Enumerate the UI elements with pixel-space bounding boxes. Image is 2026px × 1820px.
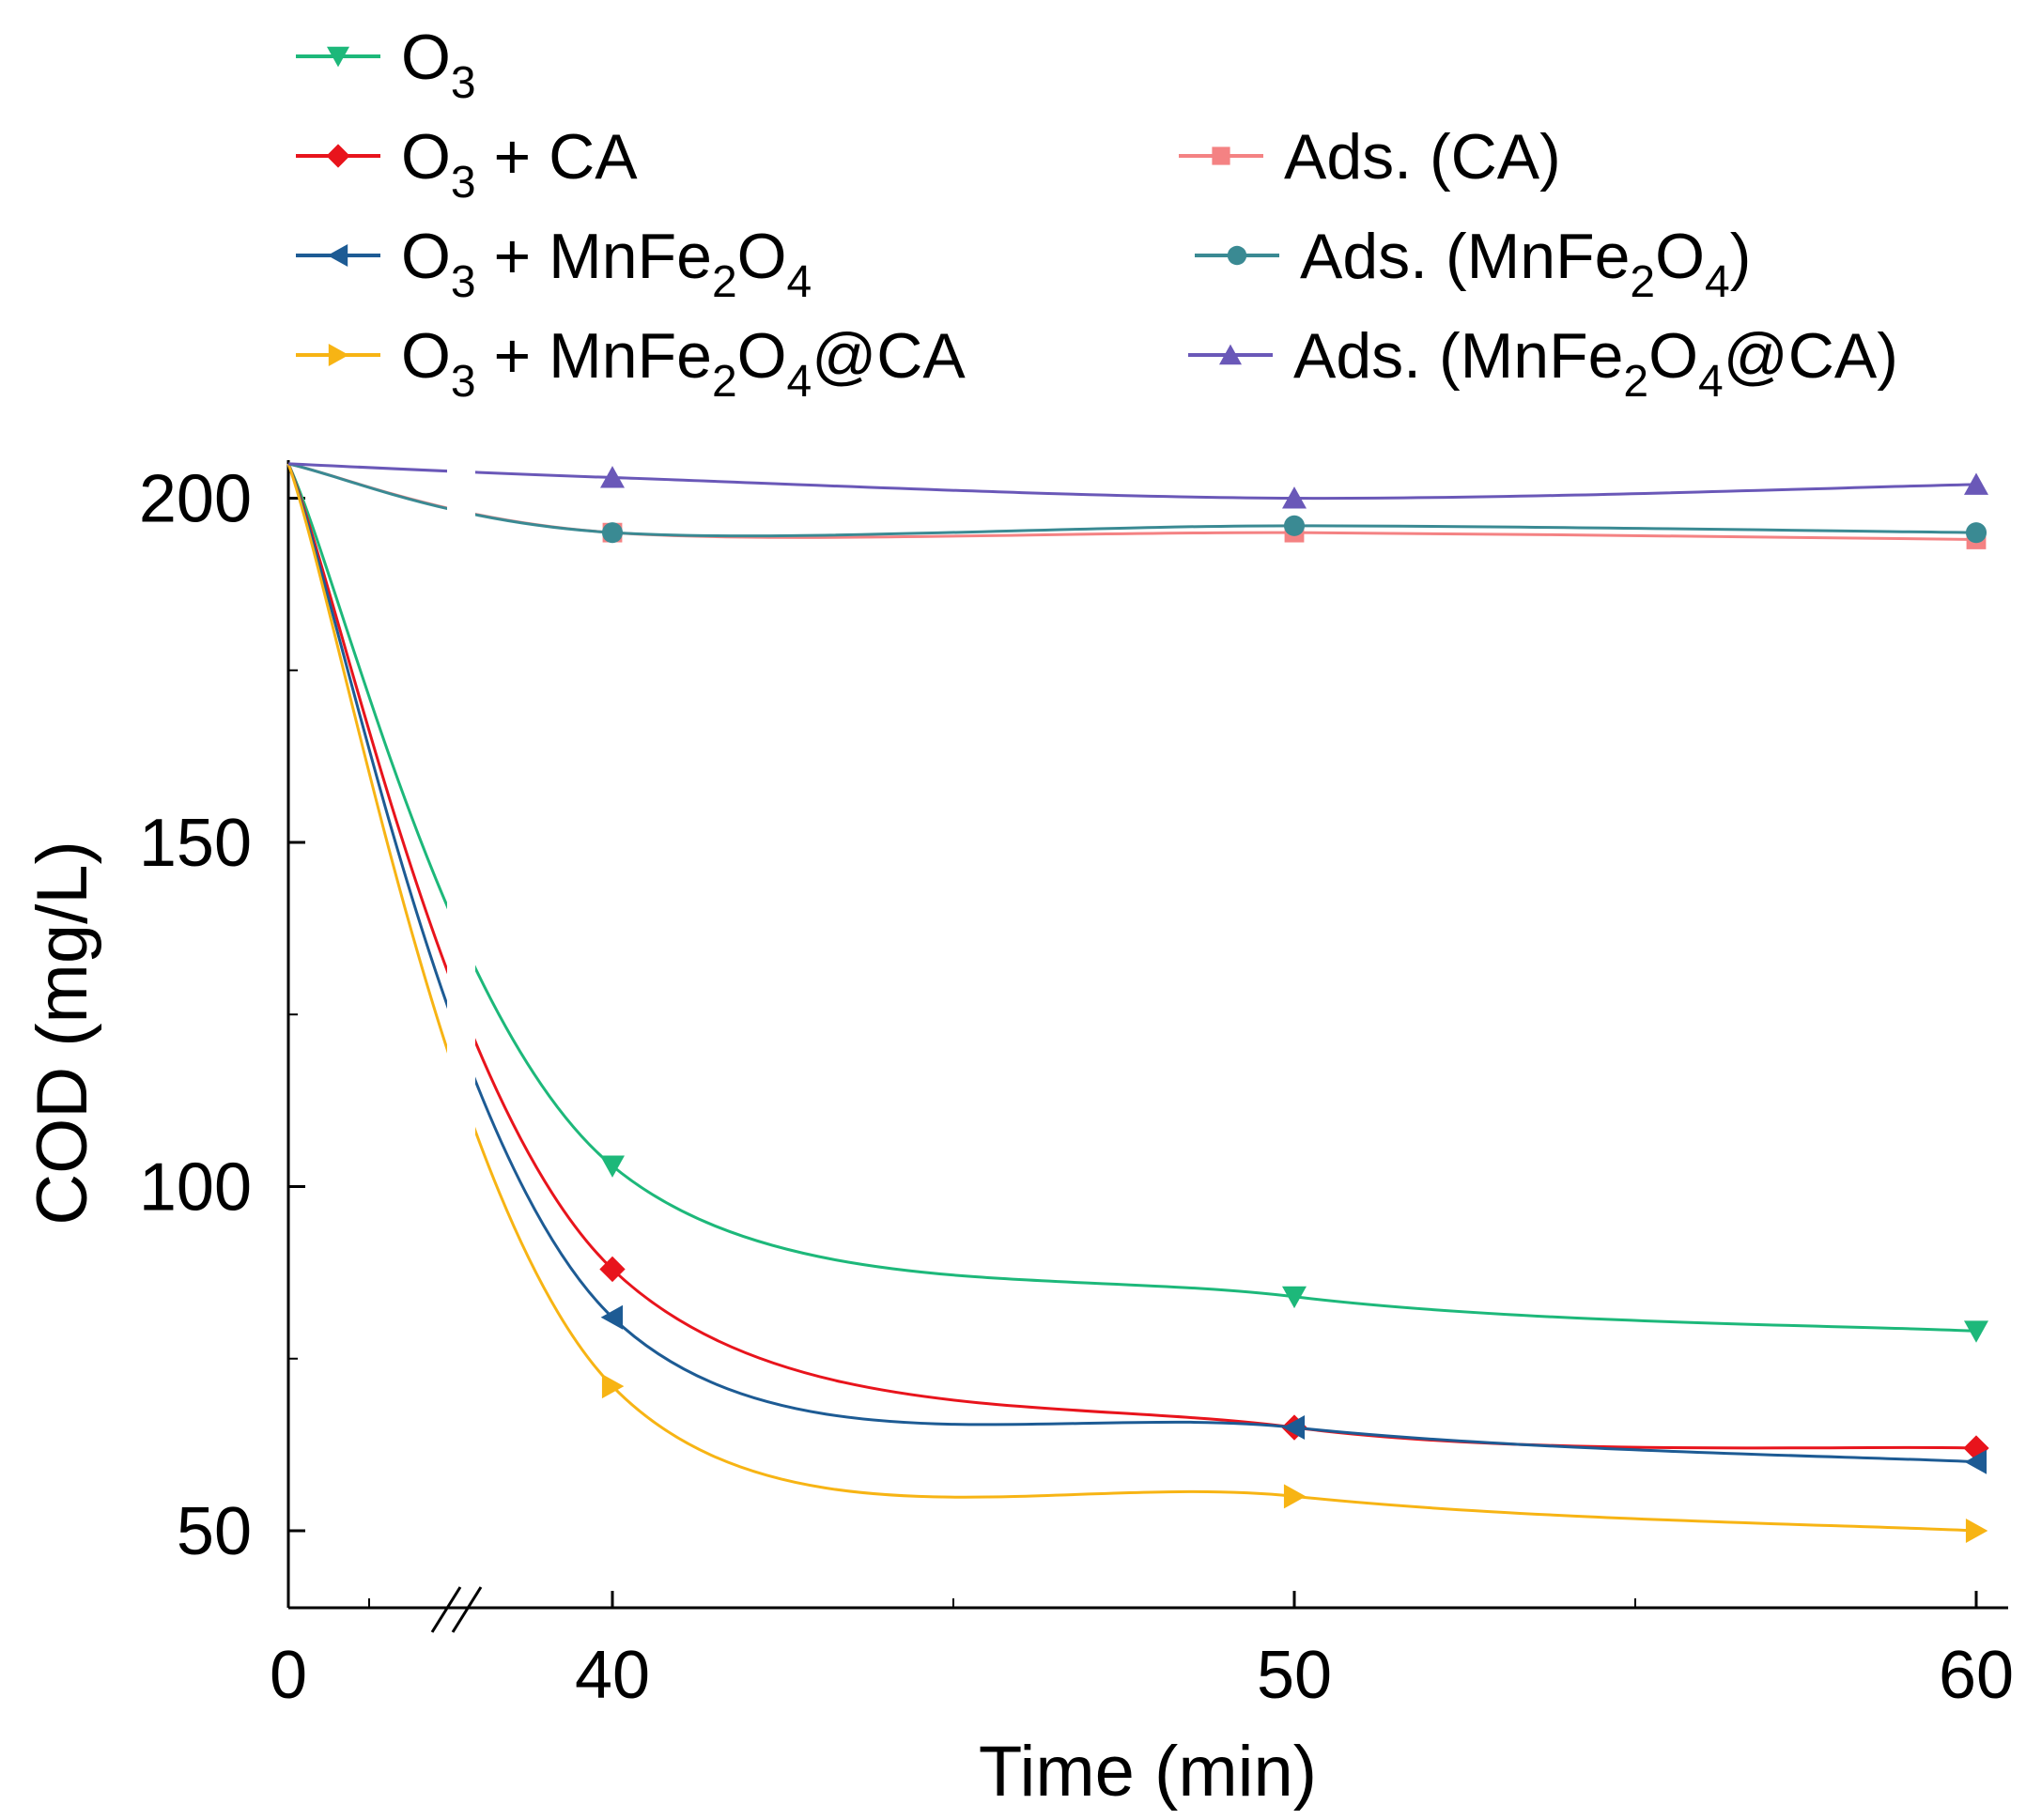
legend-label-part: @CA): [1724, 320, 1898, 392]
data-point-adsmnca: [1964, 472, 1988, 495]
legend-marker: [327, 46, 349, 68]
legend-marker: [326, 144, 350, 168]
x-tick-label: 50: [1257, 1638, 1332, 1713]
legend-label-part: O: [401, 221, 451, 292]
legend-label-part: O: [1655, 221, 1705, 292]
legend-label-part: Ads. (MnFe: [1293, 320, 1623, 392]
series-o3mn: [286, 463, 1987, 1474]
legend-label-part: 2: [1623, 357, 1648, 407]
legend-item-o3ca: O3 + CA: [296, 121, 638, 208]
y-axis-ticks: 200 150 100 50: [139, 462, 305, 1569]
break-gap-layer: [447, 451, 475, 1582]
legend-label-part: 3: [451, 158, 476, 208]
y-tick-label: 100: [139, 1150, 252, 1226]
legend-item-o3mnca: O3 + MnFe2O4@CA: [296, 320, 966, 407]
series-adsmnca: [287, 462, 1988, 509]
legend-item-adsmn: Ads. (MnFe2O4): [1195, 221, 1751, 307]
legend-label: O3: [401, 22, 476, 108]
legend-marker: [328, 344, 349, 366]
series-line-o3mn: [286, 463, 1977, 1464]
legend-label-part: O: [401, 121, 451, 193]
break-gap: [447, 451, 475, 1582]
data-point-o3: [1282, 1286, 1307, 1309]
series-o3: [286, 463, 1988, 1343]
legend-label-part: O: [401, 320, 451, 392]
legend-label-part: 3: [451, 58, 476, 108]
legend-marker: [1227, 245, 1247, 266]
data-point-adsmnca: [600, 466, 625, 488]
legend-label: Ads. (CA): [1284, 121, 1561, 193]
legend-label-part: 2: [712, 257, 737, 307]
data-point-o3: [600, 1155, 625, 1178]
axes: [286, 460, 2008, 1633]
legend-label-part: 4: [1705, 257, 1730, 307]
axis-break-marks: [430, 1586, 483, 1633]
legend-label-part: 4: [1698, 357, 1724, 407]
data-point-o3: [1964, 1320, 1988, 1343]
x-tick-label: 60: [1939, 1638, 2014, 1713]
legend-label-part: + MnFe: [476, 221, 712, 292]
legend-marker: [1219, 344, 1242, 365]
data-point-o3mn: [1964, 1449, 1987, 1474]
x-axis-ticks: 0 40 50 60: [270, 1591, 2014, 1713]
data-point-o3mn: [600, 1304, 624, 1330]
legend-label-part: 3: [451, 257, 476, 307]
legend-label-part: 3: [451, 357, 476, 407]
x-tick-label: 0: [270, 1638, 307, 1713]
legend-label-part: O: [1648, 320, 1698, 392]
data-point-o3ca: [599, 1256, 626, 1283]
legend-label: O3 + MnFe2O4: [401, 221, 812, 307]
data-point-o3mn: [1282, 1415, 1306, 1441]
legend-marker: [327, 244, 348, 267]
legend-label-part: 4: [787, 257, 812, 307]
legend-label-part: Ads. (MnFe: [1300, 221, 1630, 292]
legend-label-part: + MnFe: [476, 320, 712, 392]
legend-label: O3 + CA: [401, 121, 638, 208]
data-point-adsmn: [601, 522, 624, 544]
series-o3mnca: [286, 463, 1988, 1543]
legend-item-adsca: Ads. (CA): [1179, 121, 1561, 193]
legend-marker: [1212, 147, 1230, 165]
x-tick-label: 40: [575, 1638, 650, 1713]
series-layer: [286, 462, 1989, 1543]
series-adsca: [287, 462, 1987, 549]
legend-label-part: + CA: [476, 121, 639, 193]
legend-item-o3: O3: [296, 22, 476, 108]
legend-label-part: Ads. (CA): [1284, 121, 1561, 193]
legend-label-part: O: [737, 320, 787, 392]
legend-label-part: O: [737, 221, 787, 292]
series-o3ca: [286, 463, 1989, 1461]
y-tick-label: 200: [139, 462, 252, 537]
series-line-o3ca: [286, 463, 1977, 1450]
y-tick-label: 150: [139, 806, 252, 881]
legend-label: Ads. (MnFe2O4@CA): [1293, 320, 1898, 407]
legend-label-part: 2: [1630, 257, 1655, 307]
data-point-adsmn: [1283, 515, 1306, 536]
data-point-o3mnca: [1965, 1519, 1988, 1543]
series-line-o3: [286, 463, 1977, 1333]
legend-item-adsmnca: Ads. (MnFe2O4@CA): [1188, 320, 1898, 407]
legend-item-o3mn: O3 + MnFe2O4: [296, 221, 812, 307]
data-point-o3mnca: [1283, 1484, 1307, 1509]
legend-label-part: 2: [712, 357, 737, 407]
series-line-adsmnca: [287, 462, 1977, 501]
y-tick-label: 50: [177, 1494, 252, 1569]
x-axis-title: Time (min): [979, 1732, 1317, 1812]
series-line-o3mnca: [286, 463, 1977, 1533]
legend-label-part: ): [1730, 221, 1752, 292]
legend-label: Ads. (MnFe2O4): [1300, 221, 1751, 307]
legend-label: O3 + MnFe2O4@CA: [401, 320, 966, 407]
data-point-o3mnca: [601, 1374, 625, 1399]
legend-label-part: 4: [787, 357, 812, 407]
data-point-adsmn: [1965, 522, 1987, 544]
legend-label-part: @CA: [812, 320, 966, 392]
legend-label-part: O: [401, 22, 451, 93]
data-point-adsmnca: [1282, 486, 1307, 509]
y-axis-title: COD (mg/L): [23, 841, 102, 1226]
